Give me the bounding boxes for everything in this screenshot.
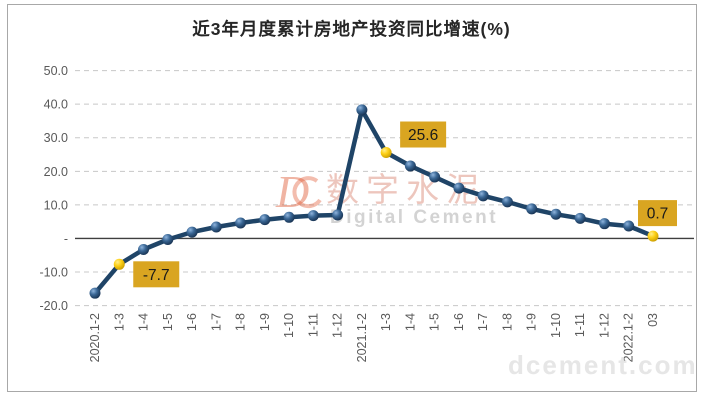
y-tick-label: 10.0 [44,198,68,212]
data-point-highlighted [113,258,125,270]
x-tick-label: 1-8 [234,313,248,331]
watermark-logo-swoosh [292,176,322,209]
data-label: 25.6 [408,127,438,144]
data-point [283,211,295,223]
x-tick-label: 1-8 [500,313,514,331]
x-tick-label: 1-6 [185,313,199,331]
data-point [404,160,416,172]
data-point [501,196,513,208]
x-tick-label: 1-5 [428,313,442,331]
x-tick-label: 1-5 [161,313,175,331]
data-point [186,226,198,238]
x-tick-label: 1-9 [258,313,272,331]
data-point-highlighted [380,147,392,159]
data-point-highlighted [647,230,659,242]
x-tick-label: 1-10 [282,313,296,338]
chart-title: 近3年月度累计房地产投资同比增速(%) [192,19,511,39]
x-tick-label: 1-4 [403,313,417,331]
chart-frame [7,4,697,392]
data-point [550,208,562,220]
x-tick-label: 1-7 [476,313,490,331]
data-label: -7.7 [143,267,170,284]
x-tick-label: 2021.1-2 [355,313,369,362]
data-point [307,210,319,222]
x-tick-label: 1-9 [525,313,539,331]
x-tick-label: 1-4 [137,313,151,331]
data-label-box [133,261,180,288]
x-tick-label: 2020.1-2 [88,313,102,362]
x-tick-label: 03 [646,313,660,327]
watermark-logo: D [275,166,309,217]
x-tick-label: 2022.1-2 [622,313,636,362]
data-point [526,203,538,215]
x-tick-label: 1-10 [549,313,563,338]
y-tick-label: -10.0 [40,266,69,280]
y-tick-label: -20.0 [40,299,69,313]
data-point [138,244,150,256]
y-tick-label: 30.0 [44,131,68,145]
y-tick-label: 20.0 [44,165,68,179]
data-point [89,287,101,299]
x-tick-label: 1-12 [597,313,611,338]
data-point [429,171,441,183]
data-point [332,209,344,221]
x-tick-label: 1-7 [209,313,223,331]
data-point [453,182,465,194]
y-tick-label: 40.0 [44,98,68,112]
watermark-en: Digital Cement [330,207,498,228]
data-point [574,212,586,224]
x-tick-label: 1-11 [306,313,320,337]
y-tick-label: 50.0 [44,64,68,78]
data-label-box [638,200,677,227]
data-point [598,218,610,230]
data-label: 0.7 [647,206,669,223]
y-tick-label: - [64,232,68,246]
x-tick-label: 1-3 [379,313,393,331]
data-point [356,104,368,116]
x-tick-label: 1-6 [452,313,466,331]
x-tick-label: 1-11 [573,313,587,337]
data-point [210,221,222,233]
data-point [259,214,271,226]
watermark-site: dcement.com [508,350,698,380]
data-point [162,233,174,245]
x-tick-label: 1-12 [331,313,345,338]
data-point [235,217,247,229]
data-point [477,190,489,202]
data-point [623,220,635,232]
data-label-box [400,121,447,148]
x-tick-label: 1-3 [112,313,126,331]
watermark-cn: 数字水泥 [326,171,486,208]
